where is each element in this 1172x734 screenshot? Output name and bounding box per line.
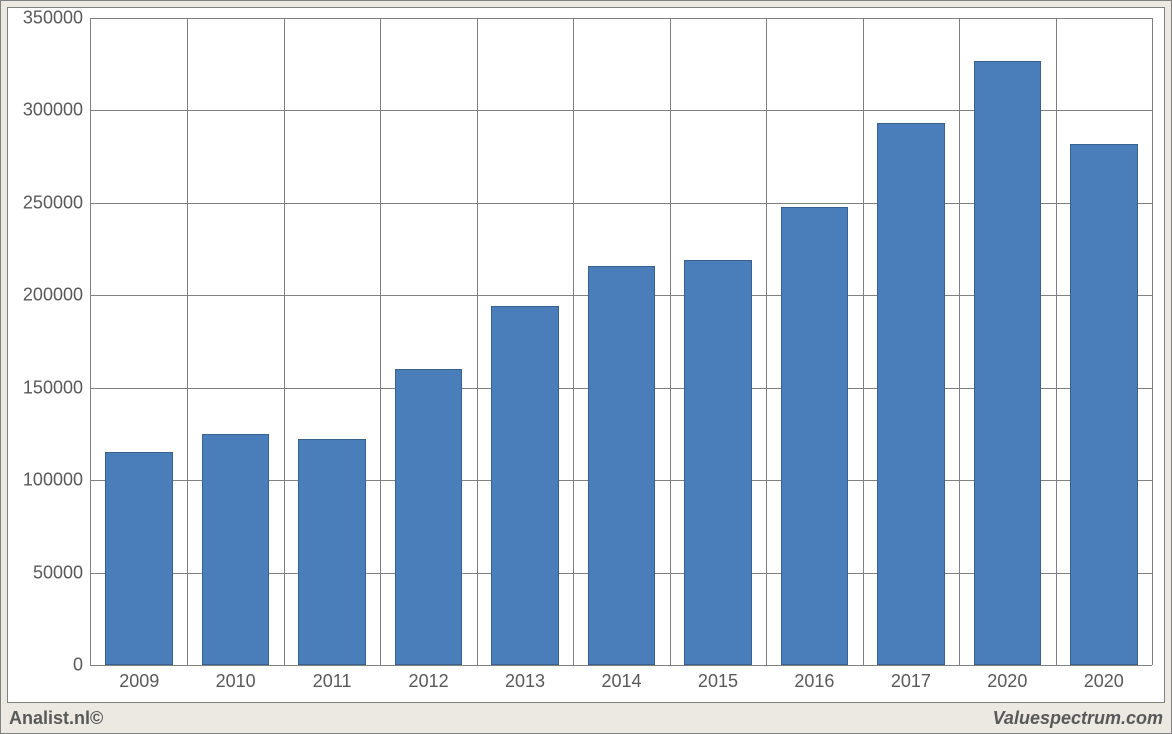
gridline-vertical xyxy=(187,18,188,665)
gridline-vertical xyxy=(959,18,960,665)
y-tick-label: 50000 xyxy=(33,562,91,583)
y-tick-label: 150000 xyxy=(23,377,91,398)
bar xyxy=(491,306,559,665)
gridline-vertical xyxy=(670,18,671,665)
bar xyxy=(684,260,752,665)
gridline-vertical xyxy=(573,18,574,665)
gridline-vertical xyxy=(284,18,285,665)
bar xyxy=(781,207,849,665)
y-tick-label: 100000 xyxy=(23,470,91,491)
gridline-vertical xyxy=(380,18,381,665)
footer-right: Valuespectrum.com xyxy=(993,708,1163,729)
footer-left: Analist.nl© xyxy=(9,708,103,729)
gridline-vertical xyxy=(477,18,478,665)
bar xyxy=(877,123,945,665)
y-tick-label: 250000 xyxy=(23,192,91,213)
x-tick-label: 2014 xyxy=(601,665,641,692)
x-tick-label: 2020 xyxy=(987,665,1027,692)
y-tick-label: 200000 xyxy=(23,285,91,306)
x-tick-label: 2020 xyxy=(1084,665,1124,692)
bar xyxy=(588,266,656,665)
plot-area-outer: 0 50000 100000 150000 200000 250000 300000 3500… xyxy=(7,7,1165,703)
gridline-vertical xyxy=(1056,18,1057,665)
x-tick-label: 2011 xyxy=(313,665,352,692)
x-tick-label: 2012 xyxy=(409,665,449,692)
bar xyxy=(202,434,270,665)
y-tick-label: 300000 xyxy=(23,100,91,121)
gridline-vertical xyxy=(863,18,864,665)
y-tick-label: 350000 xyxy=(23,8,91,29)
bar xyxy=(105,452,173,665)
y-tick-label: 0 xyxy=(73,655,91,676)
bar xyxy=(974,61,1042,665)
x-tick-label: 2016 xyxy=(794,665,834,692)
bar xyxy=(395,369,463,665)
plot-area: 0500001000001500002000002500003000003500… xyxy=(90,18,1152,666)
gridline-vertical xyxy=(1152,18,1153,665)
x-tick-label: 2009 xyxy=(119,665,159,692)
bar xyxy=(298,439,366,665)
gridline-vertical xyxy=(766,18,767,665)
x-tick-label: 2015 xyxy=(698,665,738,692)
gridline-horizontal xyxy=(91,18,1152,19)
x-tick-label: 2010 xyxy=(216,665,256,692)
x-tick-label: 2013 xyxy=(505,665,545,692)
x-tick-label: 2017 xyxy=(891,665,931,692)
chart-container: 0 50000 100000 150000 200000 250000 300000 3500… xyxy=(0,0,1172,734)
bar xyxy=(1070,144,1138,665)
